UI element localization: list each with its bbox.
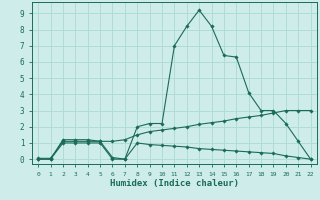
X-axis label: Humidex (Indice chaleur): Humidex (Indice chaleur)	[110, 179, 239, 188]
